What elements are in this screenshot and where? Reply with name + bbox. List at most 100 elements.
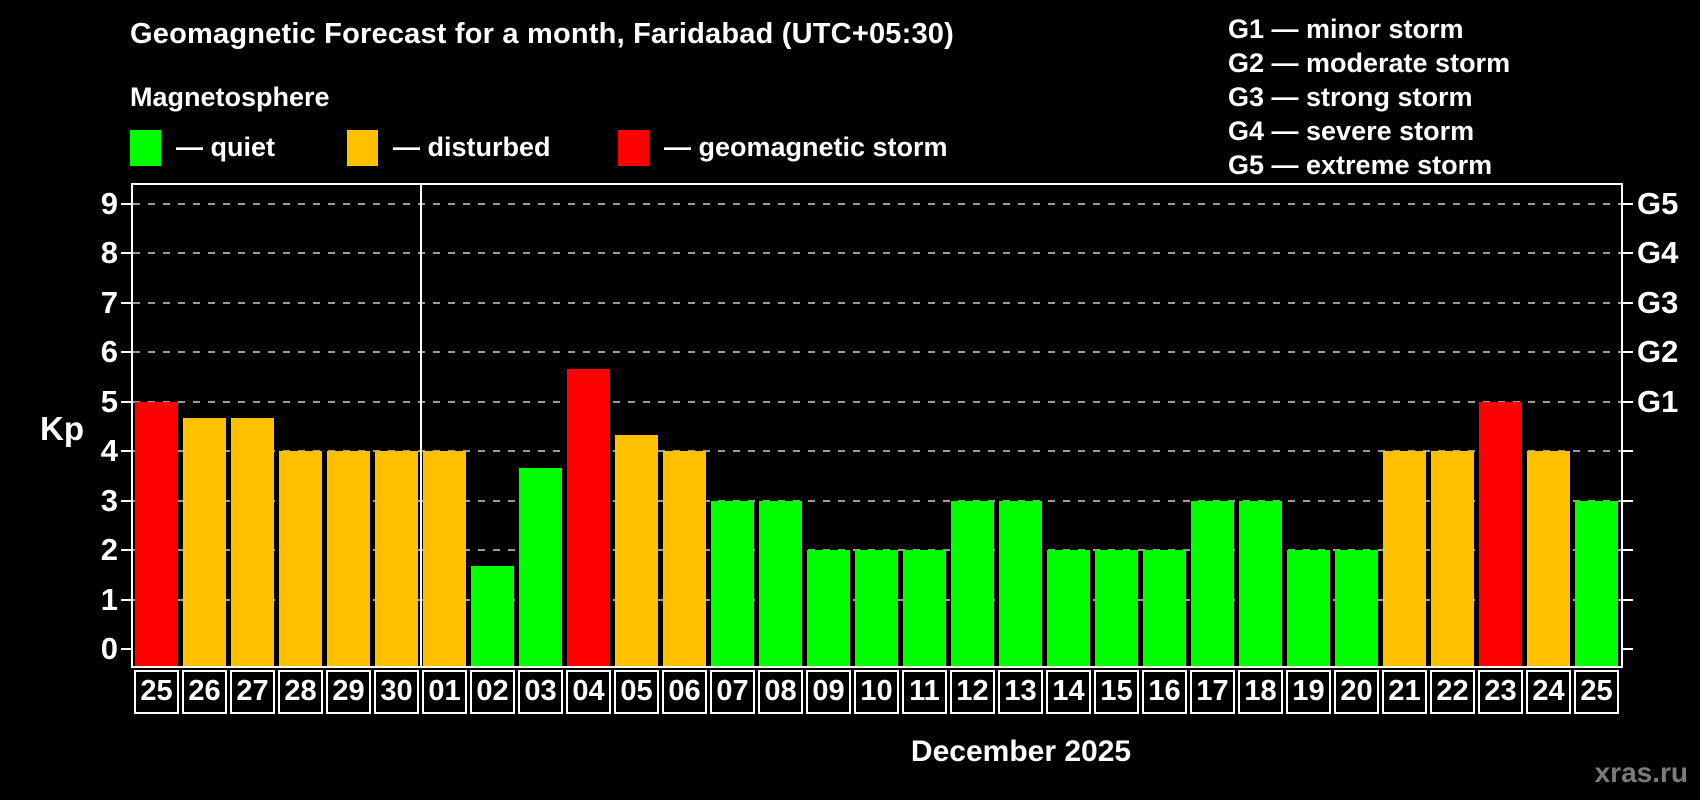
day-label-cell-23: 23 bbox=[1478, 670, 1523, 714]
right-axis-label-g4: G4 bbox=[1637, 235, 1679, 270]
day-label-cell-03: 03 bbox=[518, 670, 563, 714]
y-axis-tick-left-7 bbox=[121, 302, 131, 304]
y-axis-tick-right-2 bbox=[1623, 549, 1633, 551]
day-label-cell-18: 18 bbox=[1238, 670, 1283, 714]
kp-bar-day-03 bbox=[519, 468, 562, 666]
gridline-kp-3 bbox=[133, 500, 1621, 502]
storm-scale-item-g1: G1 — minor storm bbox=[1228, 14, 1464, 44]
kp-bar-day-20 bbox=[1335, 550, 1378, 666]
day-label-cell-19: 19 bbox=[1286, 670, 1331, 714]
y-axis-tick-label-9: 9 bbox=[100, 186, 118, 221]
kp-bar-day-19 bbox=[1287, 550, 1330, 666]
y-axis-tick-left-9 bbox=[121, 203, 131, 205]
day-label-cell-16: 16 bbox=[1142, 670, 1187, 714]
y-axis-tick-right-7 bbox=[1623, 302, 1633, 304]
quiet-swatch bbox=[130, 130, 161, 166]
y-axis-tick-label-7: 7 bbox=[100, 285, 118, 320]
y-axis-tick-left-8 bbox=[121, 252, 131, 254]
y-axis-tick-right-9 bbox=[1623, 203, 1633, 205]
kp-bar-day-12 bbox=[951, 501, 994, 666]
y-axis-tick-left-0 bbox=[121, 648, 131, 650]
legend-label-quiet: — quiet bbox=[176, 132, 275, 162]
y-axis-tick-right-1 bbox=[1623, 599, 1633, 601]
y-axis-tick-right-3 bbox=[1623, 500, 1633, 502]
y-axis-tick-left-6 bbox=[121, 351, 131, 353]
right-axis-label-g2: G2 bbox=[1637, 334, 1679, 369]
y-axis-tick-right-0 bbox=[1623, 648, 1633, 650]
day-label-cell-13: 13 bbox=[998, 670, 1043, 714]
kp-bar-day-18 bbox=[1239, 501, 1282, 666]
day-label-cell-20: 20 bbox=[1334, 670, 1379, 714]
storm-swatch bbox=[618, 130, 649, 166]
legend-label-storm: — geomagnetic storm bbox=[664, 132, 948, 162]
day-label-cell-01: 01 bbox=[422, 670, 467, 714]
kp-bar-day-25 bbox=[1575, 501, 1618, 666]
y-axis-tick-left-5 bbox=[121, 401, 131, 403]
y-axis-tick-label-2: 2 bbox=[100, 532, 118, 567]
kp-bar-day-28 bbox=[279, 451, 322, 666]
day-label-cell-27: 27 bbox=[230, 670, 275, 714]
plot-area bbox=[131, 183, 1623, 668]
watermark: xras.ru bbox=[1594, 757, 1688, 788]
gridline-kp-7 bbox=[133, 302, 1621, 304]
y-axis-tick-label-5: 5 bbox=[100, 384, 118, 419]
kp-bar-day-14 bbox=[1047, 550, 1090, 666]
day-label-cell-25: 25 bbox=[134, 670, 179, 714]
day-label-cell-14: 14 bbox=[1046, 670, 1091, 714]
day-label-cell-15: 15 bbox=[1094, 670, 1139, 714]
gridline-kp-5 bbox=[133, 401, 1621, 403]
disturbed-swatch bbox=[347, 130, 378, 166]
kp-bar-day-25 bbox=[135, 402, 178, 666]
kp-bar-day-01 bbox=[423, 451, 466, 666]
day-label-cell-04: 04 bbox=[566, 670, 611, 714]
day-label-cell-10: 10 bbox=[854, 670, 899, 714]
kp-bar-day-11 bbox=[903, 550, 946, 666]
storm-scale-item-g4: G4 — severe storm bbox=[1228, 116, 1475, 146]
kp-bar-day-04 bbox=[567, 369, 610, 666]
chart-title: Geomagnetic Forecast for a month, Farida… bbox=[130, 18, 954, 50]
y-axis-tick-left-3 bbox=[121, 500, 131, 502]
storm-scale-item-g3: G3 — strong storm bbox=[1228, 82, 1473, 112]
kp-bar-day-27 bbox=[231, 418, 274, 666]
chart-subtitle: Magnetosphere bbox=[130, 82, 330, 112]
kp-bar-day-30 bbox=[375, 451, 418, 666]
right-axis-label-g1: G1 bbox=[1637, 384, 1679, 419]
y-axis-tick-left-2 bbox=[121, 549, 131, 551]
day-label-cell-30: 30 bbox=[374, 670, 419, 714]
kp-bar-day-22 bbox=[1431, 451, 1474, 666]
day-label-cell-05: 05 bbox=[614, 670, 659, 714]
kp-bar-day-07 bbox=[711, 501, 754, 666]
kp-bar-day-10 bbox=[855, 550, 898, 666]
day-label-cell-29: 29 bbox=[326, 670, 371, 714]
right-axis-label-g5: G5 bbox=[1637, 186, 1679, 221]
gridline-kp-8 bbox=[133, 252, 1621, 254]
y-axis-tick-right-6 bbox=[1623, 351, 1633, 353]
kp-bar-day-24 bbox=[1527, 451, 1570, 666]
y-axis-tick-label-1: 1 bbox=[100, 582, 118, 617]
kp-bar-day-06 bbox=[663, 451, 706, 666]
y-axis-tick-label-4: 4 bbox=[100, 433, 118, 468]
y-axis-tick-label-0: 0 bbox=[100, 631, 118, 666]
storm-scale-item-g2: G2 — moderate storm bbox=[1228, 48, 1511, 78]
day-label-cell-17: 17 bbox=[1190, 670, 1235, 714]
gridline-kp-6 bbox=[133, 351, 1621, 353]
x-axis-month-label: December 2025 bbox=[910, 735, 1132, 768]
kp-bar-day-23 bbox=[1479, 402, 1522, 666]
kp-bar-day-13 bbox=[999, 501, 1042, 666]
y-axis-tick-label-6: 6 bbox=[100, 334, 118, 369]
day-label-cell-28: 28 bbox=[278, 670, 323, 714]
gridline-kp-9 bbox=[133, 203, 1621, 205]
y-axis-tick-right-5 bbox=[1623, 401, 1633, 403]
right-axis-label-g3: G3 bbox=[1637, 285, 1679, 320]
kp-bar-day-17 bbox=[1191, 501, 1234, 666]
gridline-kp-4 bbox=[133, 450, 1621, 452]
day-label-cell-26: 26 bbox=[182, 670, 227, 714]
kp-bar-day-26 bbox=[183, 418, 226, 666]
kp-bar-day-05 bbox=[615, 435, 658, 666]
y-axis-tick-left-4 bbox=[121, 450, 131, 452]
y-axis-tick-label-8: 8 bbox=[100, 235, 118, 270]
y-axis-tick-left-1 bbox=[121, 599, 131, 601]
kp-bar-day-21 bbox=[1383, 451, 1426, 666]
day-label-cell-24: 24 bbox=[1526, 670, 1571, 714]
